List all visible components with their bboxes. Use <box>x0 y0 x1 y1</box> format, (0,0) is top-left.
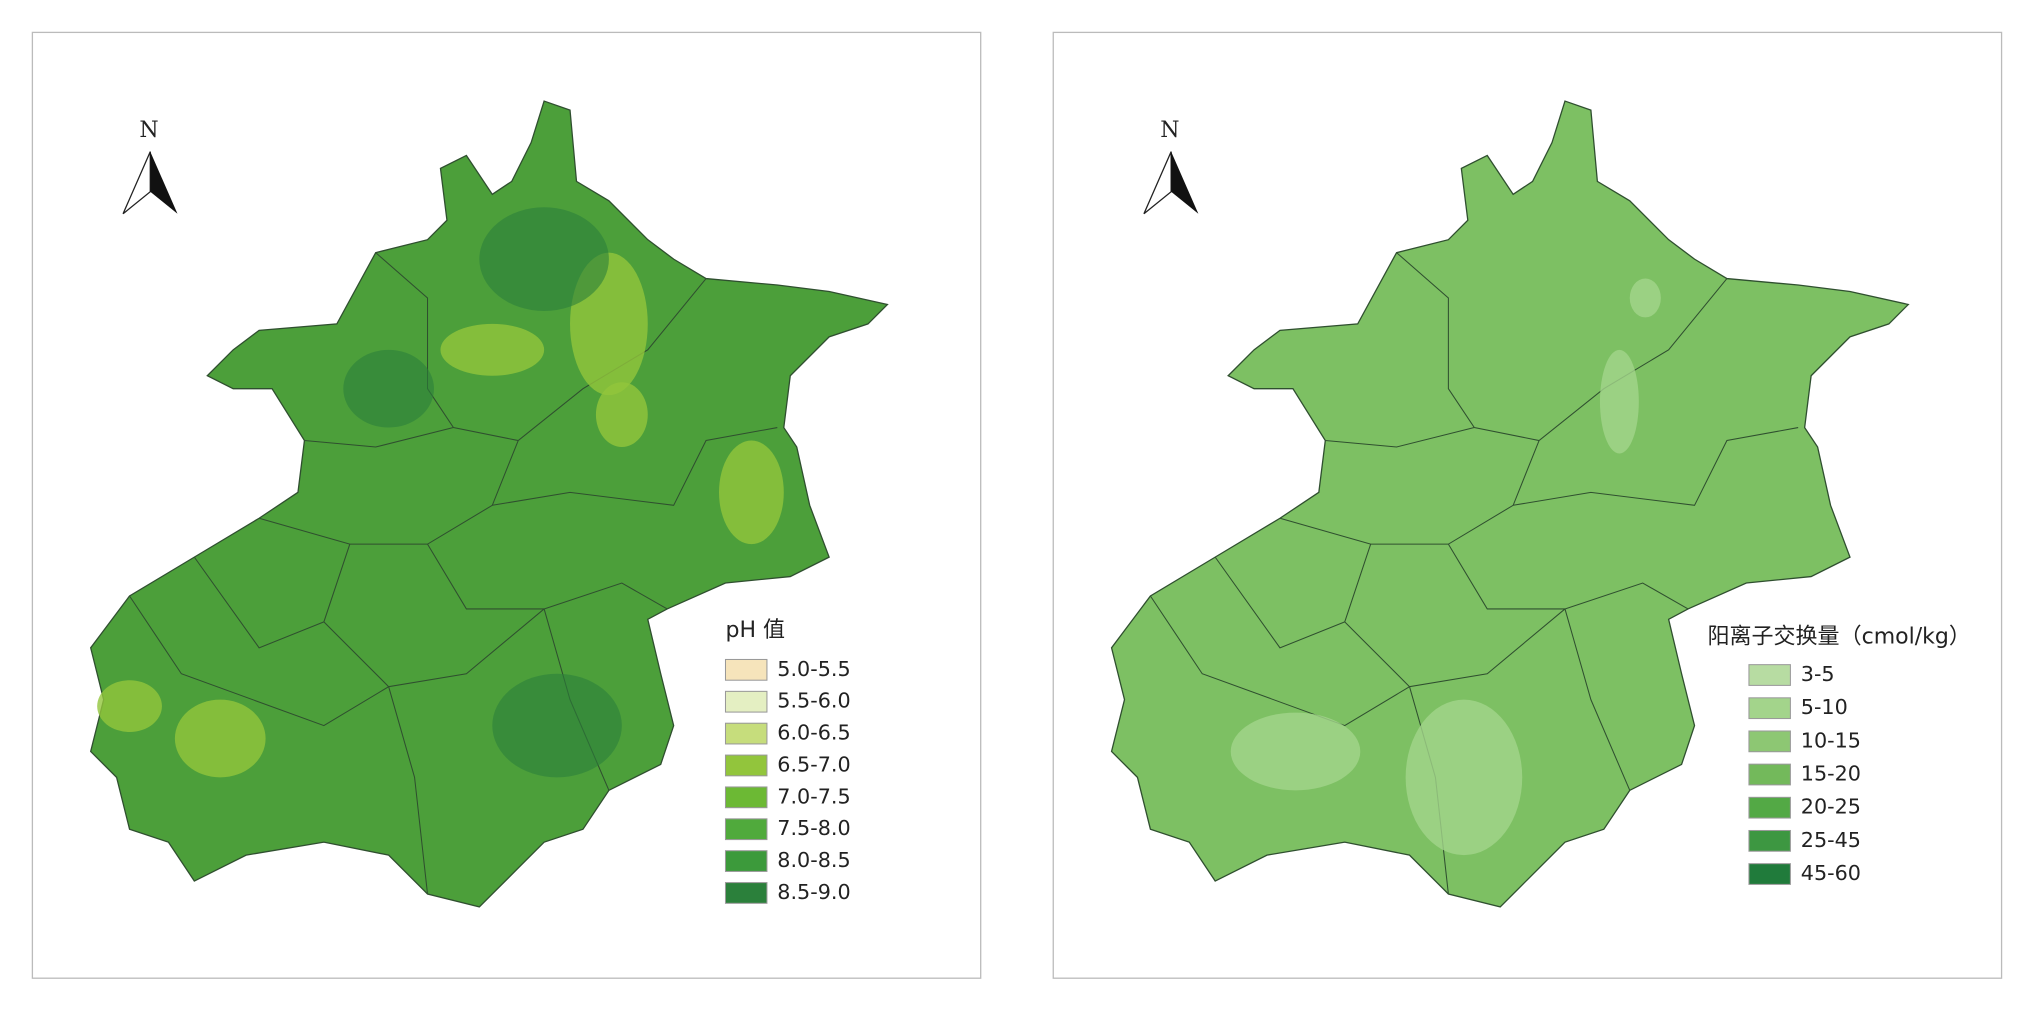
north-label: N <box>139 118 158 143</box>
legend-label: 5.5-6.0 <box>777 689 850 713</box>
legend-label: 6.5-7.0 <box>777 752 850 776</box>
district-border <box>1149 595 1410 727</box>
legend-swatch <box>724 658 768 681</box>
legend-swatch <box>724 754 768 777</box>
region-area <box>89 100 889 908</box>
map-patch <box>595 382 648 447</box>
legend-label: 8.0-8.5 <box>777 848 850 872</box>
legend-swatch <box>724 818 768 841</box>
map <box>89 100 889 908</box>
legend-label: 5.0-5.5 <box>777 657 850 681</box>
map-patch <box>1629 278 1661 318</box>
district-border <box>1325 427 1475 448</box>
district-border <box>1513 427 1799 506</box>
legend-label: 8.5-9.0 <box>777 880 850 904</box>
district-border <box>492 427 778 506</box>
map <box>1110 100 1910 908</box>
map-patch <box>97 680 162 733</box>
legend-label: 7.0-7.5 <box>777 784 850 808</box>
legend-swatch <box>1748 796 1791 819</box>
north-arrow-right <box>150 151 178 214</box>
map-panel: NpH 值 5.0-5.5 5.5-6.0 6.0-6.5 6.5-7.0 7.0-7.5… <box>31 31 982 979</box>
district-border <box>1564 608 1631 791</box>
legend-swatch <box>1748 730 1791 753</box>
district-border <box>1396 252 1728 442</box>
map-patch <box>492 673 622 778</box>
north-arrow-left <box>122 151 151 215</box>
north-label: N <box>1160 118 1179 143</box>
legend-swatch <box>1748 697 1791 720</box>
map-panel: N 阳离子交换量（cmol/kg） 3-5 5-10 10-15 15-20 20-25 25… <box>1052 31 2003 979</box>
legend-swatch <box>724 786 768 809</box>
legend-swatch <box>1748 664 1791 686</box>
legend-title: pH 值 <box>725 618 785 643</box>
district-border <box>1214 556 1345 649</box>
map-patch <box>440 323 545 376</box>
legend-label: 25-45 <box>1801 828 1861 852</box>
legend-label: 7.5-8.0 <box>777 816 850 840</box>
legend-label: 10-15 <box>1801 728 1861 752</box>
north-arrow-right <box>1171 151 1199 214</box>
district-border <box>304 427 454 448</box>
legend-label: 45-60 <box>1801 861 1861 885</box>
legend-swatch <box>1748 829 1791 852</box>
legend-swatch <box>724 882 768 904</box>
map-patch <box>174 699 266 778</box>
legend-label: 15-20 <box>1801 762 1861 786</box>
legend-swatch <box>724 722 768 745</box>
district-border <box>388 686 429 895</box>
legend-label: 6.0-6.5 <box>777 721 850 745</box>
legend-label: 3-5 <box>1801 662 1835 686</box>
legend-swatch <box>1748 763 1791 786</box>
district-border <box>129 595 389 727</box>
map-patch <box>343 349 434 428</box>
region-area <box>1110 100 1910 908</box>
map-patch <box>479 207 609 311</box>
legend-title: 阳离子交换量（cmol/kg） <box>1707 624 1970 649</box>
legend-swatch <box>1748 863 1791 885</box>
map-patch <box>1599 349 1639 454</box>
map-patch <box>719 440 784 545</box>
legend-swatch <box>724 850 768 872</box>
map-patch <box>1405 699 1523 856</box>
map-patch <box>1230 712 1361 791</box>
legend-label: 20-25 <box>1801 795 1861 819</box>
district-border <box>193 556 325 649</box>
legend-swatch <box>724 690 768 713</box>
legend-label: 5-10 <box>1801 695 1848 719</box>
